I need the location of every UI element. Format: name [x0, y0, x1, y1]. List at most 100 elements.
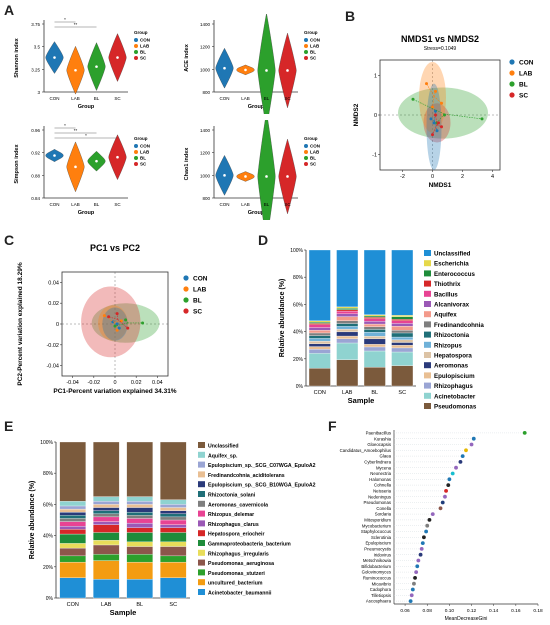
bar-segment: [308, 338, 331, 342]
bar-segment: [308, 324, 331, 328]
legend-marker-lab: [134, 150, 138, 154]
ellipse-bl: [91, 303, 160, 343]
x-tick-label: CON: [50, 202, 60, 207]
spider-line: [435, 114, 438, 125]
legend-label: Aeromonas: [434, 363, 469, 370]
median-point: [116, 155, 119, 159]
median-point: [74, 68, 77, 72]
bar-segment: [59, 533, 86, 544]
median-point: [95, 65, 98, 68]
x-tick-label: -0.02: [88, 380, 101, 386]
bar-segment: [126, 501, 153, 505]
bar-segment: [336, 323, 359, 327]
bar-segment: [391, 319, 414, 321]
bar-segment: [308, 320, 331, 323]
y-tick-label: 0.92: [31, 151, 40, 156]
legend-marker-sc: [304, 162, 308, 166]
bar-segment: [59, 561, 86, 578]
median-point: [244, 68, 247, 72]
legend-swatch: [424, 331, 431, 338]
bar-segment: [160, 524, 187, 528]
data-point-sc: [431, 133, 434, 137]
y-tick-label: 0%: [296, 384, 304, 390]
y-axis-label: PC2-Percent variation explained 18.29%: [17, 262, 24, 385]
spider-line: [434, 111, 436, 121]
legend-label: BL: [310, 50, 316, 55]
y-tick-label: Mycena: [376, 465, 392, 470]
data-point-sc: [437, 121, 440, 125]
legend-label: Aeromonas_cavernicola: [208, 502, 268, 508]
x-tick-label: CON: [67, 602, 79, 608]
data-point-bl: [411, 97, 415, 101]
y-tick-label: Pneumocystis: [364, 547, 391, 552]
median-point: [286, 69, 289, 72]
x-tick-label: SC: [398, 390, 406, 396]
x-tick-label: 0.18: [533, 608, 543, 614]
x-axis-label: MeanDecreaseGini: [445, 616, 488, 622]
y-tick-label: Golovinomyces: [362, 570, 391, 575]
legend-label: BL: [519, 82, 528, 89]
legend-label: Rhizopus_delemar: [208, 512, 254, 518]
x-axis-label: Sample: [348, 396, 375, 405]
legend-label: CON: [193, 276, 208, 283]
data-point-lab: [434, 89, 437, 93]
y-tick-label: Sordaria: [375, 512, 392, 517]
dot-point: [427, 518, 432, 522]
spider-line: [108, 316, 118, 320]
y-tick-label: -0.04: [46, 364, 59, 370]
median-point: [244, 175, 247, 178]
legend-label: Unclassified: [434, 251, 471, 258]
panel-label-f: F: [328, 418, 337, 434]
bar-segment: [59, 529, 86, 535]
bar-segment: [391, 326, 414, 331]
x-tick-label: LAB: [71, 96, 80, 101]
y-tick-label: Pseudomonas: [364, 500, 391, 505]
legend-swatch: [198, 481, 205, 488]
y-tick-label: 80%: [43, 471, 54, 477]
bar-segment: [391, 315, 414, 317]
legend-label: Fredinandcohnia_aciditolerans: [208, 473, 285, 479]
legend-label: Rhizopus: [434, 342, 462, 349]
y-tick-label: 0%: [46, 596, 54, 602]
bar-segment: [93, 540, 120, 546]
y-tick-label: 0.04: [48, 280, 59, 286]
legend-swatch: [424, 270, 431, 277]
y-tick-label: Cohnella: [374, 483, 392, 488]
y-tick-label: 100%: [40, 440, 53, 446]
legend-title: Group: [134, 136, 148, 141]
y-tick-label: Conella: [376, 506, 391, 511]
x-tick-label: CON: [314, 390, 326, 396]
dot-point: [438, 506, 443, 511]
legend-label: BL: [140, 50, 146, 55]
median-point: [265, 175, 268, 178]
legend-marker-bl: [304, 50, 308, 54]
bar-segment: [363, 346, 386, 352]
legend-swatch: [198, 442, 205, 448]
legend-label: LAB: [519, 71, 533, 78]
bar-segment: [391, 347, 414, 353]
dot-point: [413, 576, 417, 580]
y-tick-label: Cyberlindnera: [364, 460, 391, 465]
bar-segment: [59, 505, 86, 510]
x-tick-label: 0.10: [445, 608, 455, 614]
panel-label-b: B: [345, 8, 356, 24]
x-tick-label: 0.16: [511, 608, 521, 614]
legend-label: CON: [310, 38, 320, 43]
legend-swatch: [198, 471, 205, 478]
bar-segment: [93, 521, 120, 525]
legend-marker-con: [183, 275, 189, 281]
legend-marker-sc: [304, 56, 308, 60]
bar-segment: [59, 526, 86, 530]
x-tick-label: BL: [94, 96, 100, 101]
data-point-bl: [480, 117, 484, 121]
x-tick-label: SC: [284, 202, 291, 207]
x-tick-label: 2: [461, 174, 464, 180]
legend-label: Rhizoctonia: [434, 332, 470, 339]
bar-segment: [126, 541, 153, 547]
legend-marker-bl: [509, 81, 515, 87]
data-point-sc: [115, 312, 119, 316]
bar-segment: [160, 555, 187, 563]
legend-swatch: [198, 569, 205, 576]
dot-point: [440, 500, 445, 505]
